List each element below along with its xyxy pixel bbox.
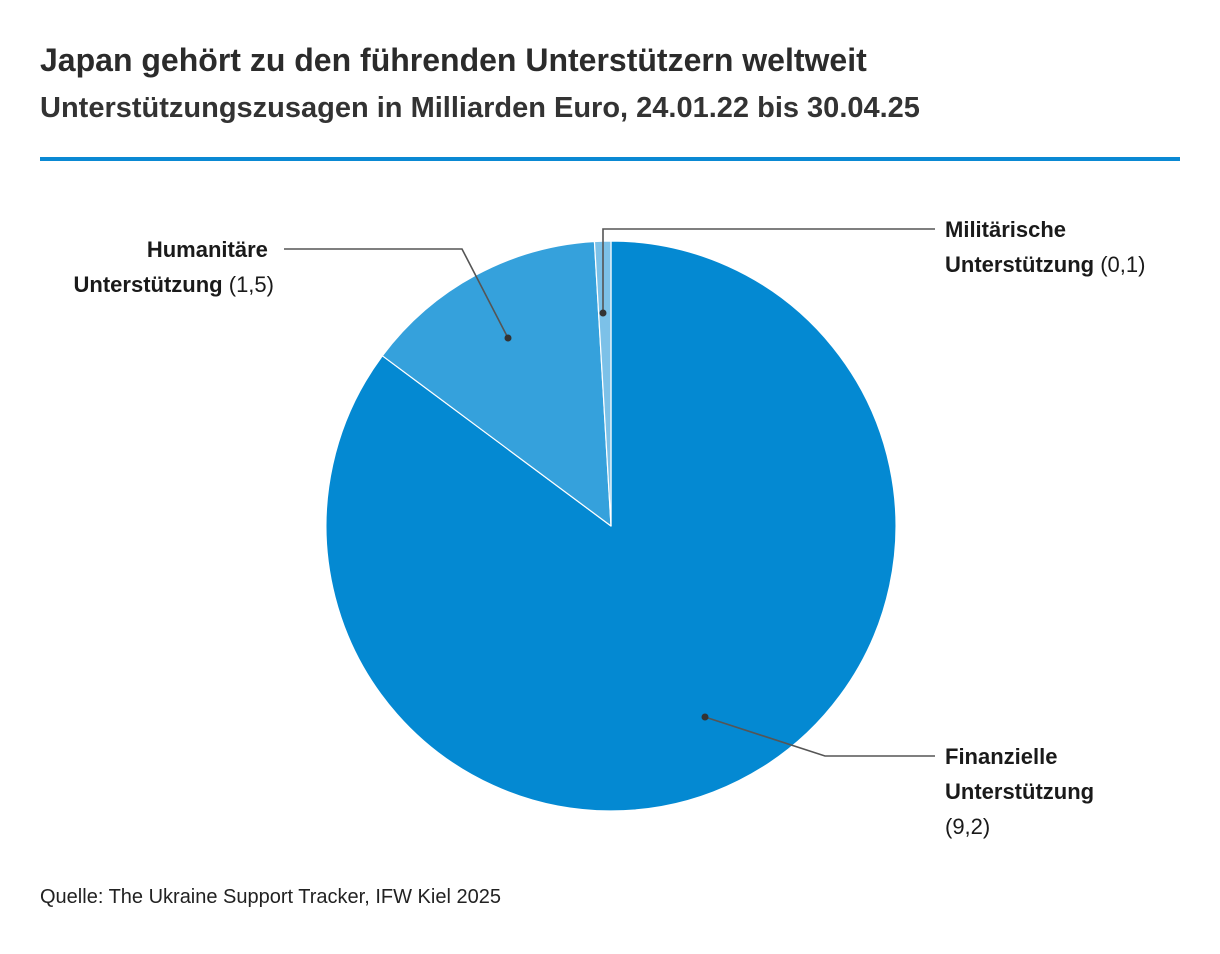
label-humanitarian-line1: Humanitäre [147, 237, 268, 262]
accent-rule [40, 157, 1180, 161]
label-military-line2-group: Unterstützung (0,1) [945, 252, 1145, 277]
label-financial-line1: Finanzielle [945, 744, 1057, 769]
leader-dot-military [599, 309, 607, 317]
label-humanitarian: Humanitäre Unterstützung (1,5) [74, 237, 274, 297]
source-note: Quelle: The Ukraine Support Tracker, IFW… [40, 886, 501, 908]
label-military-value: (0,1) [1100, 252, 1145, 277]
label-military-line1: Militärische [945, 217, 1066, 242]
pie-slices [325, 240, 897, 812]
leader-line-humanitarian [284, 248, 509, 339]
leader-line-military [602, 228, 935, 313]
label-humanitarian-line2-group: Unterstützung (1,5) [74, 272, 274, 297]
label-military: Militärische Unterstützung (0,1) [945, 217, 1145, 277]
leader-dot-financial [701, 713, 709, 721]
label-financial-value: (9,2) [945, 814, 990, 839]
label-military-line2: Unterstützung [945, 252, 1094, 277]
chart-subtitle: Unterstützungszusagen in Milliarden Euro… [40, 92, 920, 124]
label-financial-line2: Unterstützung [945, 779, 1094, 804]
leader-line-financial [704, 716, 935, 757]
leader-dot-humanitarian [504, 334, 512, 342]
label-humanitarian-line2: Unterstützung [74, 272, 223, 297]
leader-lines [284, 228, 935, 757]
chart-title: Japan gehört zu den führenden Unterstütz… [40, 42, 867, 78]
label-humanitarian-value: (1,5) [229, 272, 274, 297]
label-financial: Finanzielle Unterstützung (9,2) [945, 744, 1100, 839]
